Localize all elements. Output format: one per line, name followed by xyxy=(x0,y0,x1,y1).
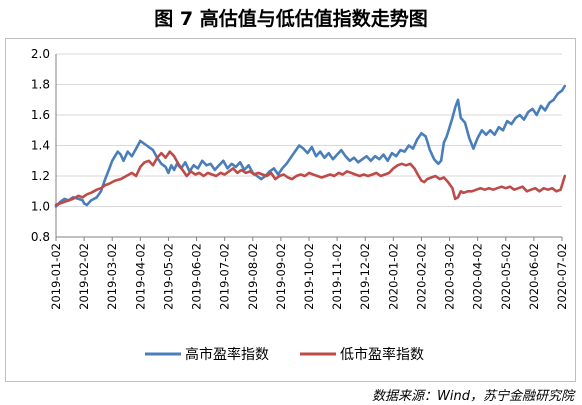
x-tick-label: 2020-06-02 xyxy=(527,243,541,310)
y-tick-label: 1.6 xyxy=(31,108,50,122)
x-tick-label: 2019-02-02 xyxy=(77,243,91,310)
x-tick-label: 2019-05-02 xyxy=(161,243,175,310)
x-tick-label: 2019-09-02 xyxy=(274,243,288,310)
x-tick-label: 2020-01-02 xyxy=(386,243,400,310)
x-tick-label: 2020-03-02 xyxy=(443,243,457,310)
x-tick-label: 2020-02-02 xyxy=(414,243,428,310)
x-tick-label: 2020-07-02 xyxy=(555,243,569,310)
x-tick-label: 2020-05-02 xyxy=(499,243,513,310)
x-tick-label: 2019-06-02 xyxy=(190,243,204,310)
chart-panel xyxy=(5,38,576,382)
x-tick-label: 2019-01-02 xyxy=(49,243,63,310)
legend-label-high-pe: 高市盈率指数 xyxy=(185,346,269,363)
series-line-high-pe xyxy=(54,84,567,208)
x-tick-label: 2019-08-02 xyxy=(246,243,260,310)
chart-title: 图 7 高估值与低估值指数走势图 xyxy=(154,8,428,30)
series-line-low-pe xyxy=(54,150,567,207)
y-tick-label: 1.0 xyxy=(31,200,50,214)
x-tick-label: 2019-10-02 xyxy=(302,243,316,310)
source-note: 数据来源：Wind，苏宁金融研究院 xyxy=(372,389,574,404)
x-tick-label: 2019-12-02 xyxy=(358,243,372,310)
y-tick-label: 1.2 xyxy=(31,169,50,183)
y-tick-label: 1.4 xyxy=(31,139,50,153)
y-tick-label: 0.8 xyxy=(31,230,50,244)
y-tick-label: 2.0 xyxy=(31,47,50,61)
y-tick-label: 1.8 xyxy=(31,78,50,92)
x-tick-label: 2020-04-02 xyxy=(471,243,485,310)
x-tick-label: 2019-11-02 xyxy=(330,243,344,310)
x-tick-label: 2019-04-02 xyxy=(133,243,147,310)
x-tick-label: 2019-03-02 xyxy=(105,243,119,310)
x-tick-label: 2019-07-02 xyxy=(218,243,232,310)
legend-label-low-pe: 低市盈率指数 xyxy=(340,346,424,363)
